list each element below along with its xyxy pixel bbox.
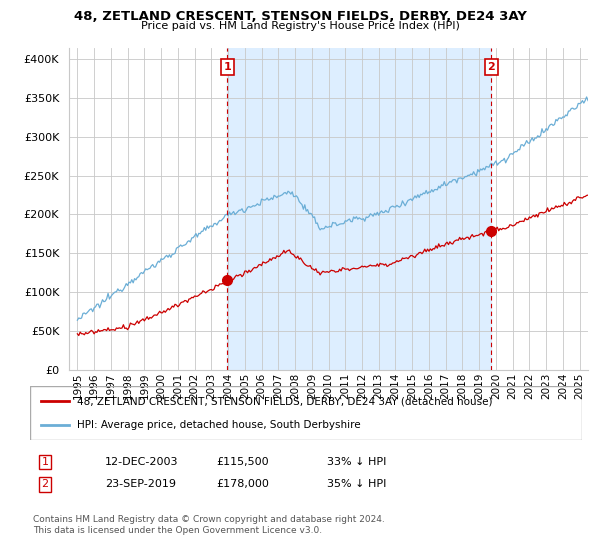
Text: 35% ↓ HPI: 35% ↓ HPI — [327, 479, 386, 489]
Text: 1: 1 — [41, 457, 49, 467]
Text: 48, ZETLAND CRESCENT, STENSON FIELDS, DERBY, DE24 3AY: 48, ZETLAND CRESCENT, STENSON FIELDS, DE… — [74, 10, 526, 23]
Text: Contains HM Land Registry data © Crown copyright and database right 2024.: Contains HM Land Registry data © Crown c… — [33, 515, 385, 524]
Text: 2: 2 — [488, 62, 495, 72]
Text: 12-DEC-2003: 12-DEC-2003 — [105, 457, 179, 467]
Text: 23-SEP-2019: 23-SEP-2019 — [105, 479, 176, 489]
Bar — [227, 48, 491, 370]
Text: 2: 2 — [41, 479, 49, 489]
Text: 33% ↓ HPI: 33% ↓ HPI — [327, 457, 386, 467]
Text: Price paid vs. HM Land Registry's House Price Index (HPI): Price paid vs. HM Land Registry's House … — [140, 21, 460, 31]
Text: £115,500: £115,500 — [216, 457, 269, 467]
Text: 1: 1 — [223, 62, 231, 72]
Text: £178,000: £178,000 — [216, 479, 269, 489]
Text: 48, ZETLAND CRESCENT, STENSON FIELDS, DERBY, DE24 3AY (detached house): 48, ZETLAND CRESCENT, STENSON FIELDS, DE… — [77, 396, 493, 407]
Text: This data is licensed under the Open Government Licence v3.0.: This data is licensed under the Open Gov… — [33, 526, 322, 535]
Text: HPI: Average price, detached house, South Derbyshire: HPI: Average price, detached house, Sout… — [77, 419, 361, 430]
